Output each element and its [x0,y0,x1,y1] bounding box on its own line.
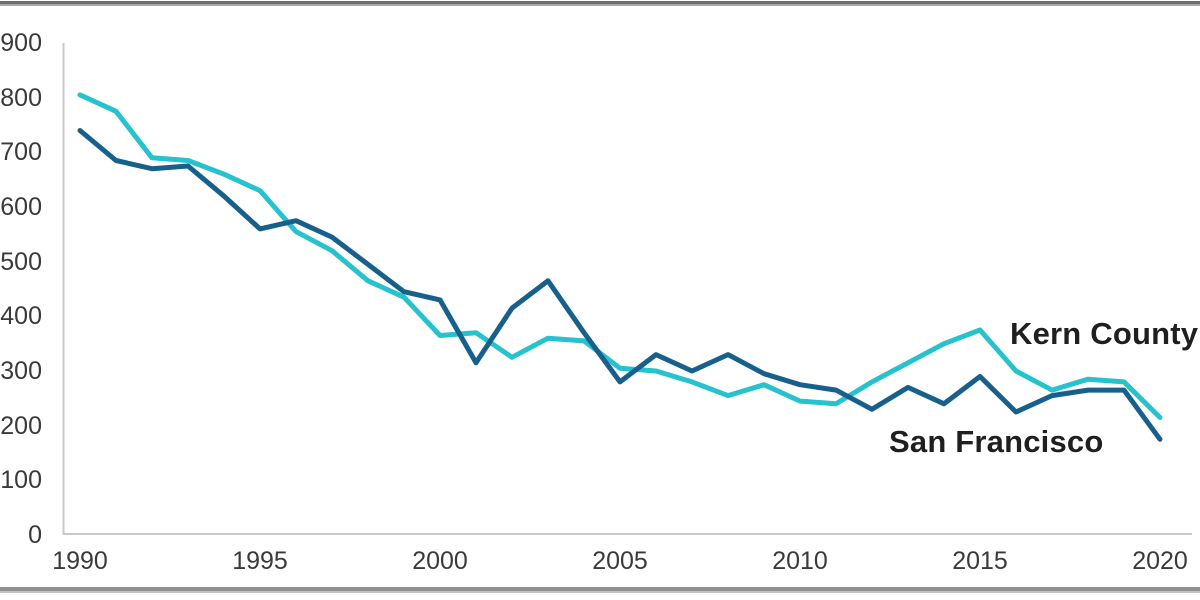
y-axis-tick-label: 300 [0,357,42,385]
y-axis-tick-label: 600 [0,193,42,221]
x-axis-tick-label: 2020 [1132,547,1188,575]
kern-county-series-label: Kern County [1010,316,1199,351]
x-axis-tick-label: 2015 [952,547,1008,575]
y-axis-tick-label: 500 [0,247,42,276]
x-axis-tick-label: 2005 [592,547,648,575]
x-axis-tick-label: 2010 [772,547,828,575]
x-axis-tick-label: 1995 [232,547,288,575]
y-axis-tick-label: 0 [28,521,42,549]
y-axis-tick-label: 100 [0,466,42,495]
line-kern-county [77,92,1163,420]
y-axis-tick-label: 200 [0,411,42,440]
x-axis-tick-label: 2000 [412,547,468,575]
y-axis-tick-label: 700 [0,138,42,167]
bottom-border [0,587,1200,594]
y-axis-tick-label: 800 [0,83,42,112]
top-border [0,0,1200,8]
x-axis-tick-label: 1990 [52,547,108,575]
line-san-francisco [77,128,1163,442]
y-axis-tick-label: 900 [0,29,42,57]
san-francisco-series-label: San Francisco [889,424,1104,459]
y-axis-tick-label: 400 [0,302,42,331]
